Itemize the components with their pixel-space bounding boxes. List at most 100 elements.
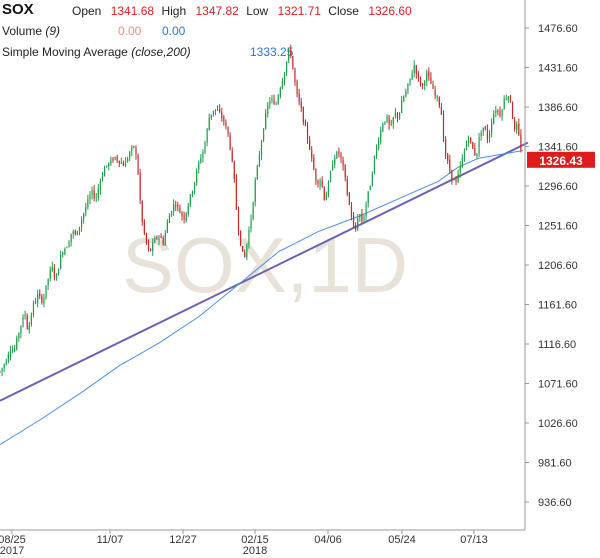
candle-body — [55, 274, 58, 277]
candle-body — [60, 254, 62, 269]
low-value: 1321.71 — [277, 4, 321, 18]
candle-body — [409, 78, 411, 83]
candle-body — [162, 238, 164, 245]
x-tick-label: 08/25 — [0, 534, 26, 546]
candle-body — [118, 160, 120, 164]
candle-body — [474, 147, 476, 156]
sma-value: 1333.25 — [250, 45, 294, 59]
candle-body — [329, 171, 332, 182]
candle-body — [300, 101, 302, 109]
candle-body — [0, 371, 1, 373]
candle-body — [76, 231, 79, 235]
candle-body — [212, 110, 214, 115]
candle-body — [158, 236, 160, 240]
candle-body — [401, 101, 403, 114]
candle-body — [455, 180, 457, 182]
candle-body — [424, 81, 426, 86]
candle-body — [135, 148, 137, 155]
sma-label: Simple Moving Average — [2, 45, 128, 59]
candle-body — [196, 170, 198, 184]
watermark: SOX,1D — [122, 221, 408, 309]
candle-body — [258, 155, 261, 166]
volume-value-2: 0.00 — [162, 24, 186, 38]
candle-body — [114, 156, 116, 160]
candle-body — [70, 233, 72, 243]
candle-body — [91, 189, 93, 196]
candle-body — [357, 218, 359, 230]
candle-body — [185, 212, 187, 222]
volume-param: (9) — [45, 24, 61, 38]
candle-body — [355, 226, 357, 230]
candle-body — [145, 233, 148, 244]
candle-body — [375, 147, 378, 157]
y-tick-label: 1431.60 — [538, 63, 578, 75]
candle-body — [187, 205, 189, 214]
y-tick-label: 1296.60 — [538, 181, 578, 193]
candle-body — [57, 268, 60, 276]
candle-body — [436, 95, 438, 97]
candle-body — [66, 247, 68, 249]
candle-body — [237, 210, 240, 231]
candle-body — [16, 337, 18, 350]
candle-body — [262, 129, 265, 141]
candle-body — [390, 124, 392, 126]
candle-body — [440, 106, 443, 115]
y-tick-label: 1161.60 — [538, 300, 577, 312]
low-label: Low — [246, 4, 269, 18]
sma-group — [0, 150, 524, 446]
candle-body — [279, 87, 281, 97]
sma-param: (close,200) — [131, 45, 191, 59]
candle-body — [365, 203, 367, 217]
candle-body — [273, 99, 275, 105]
candle-body — [386, 116, 388, 123]
candle-body — [476, 153, 478, 156]
candle-body — [298, 93, 300, 102]
candle-body — [154, 237, 156, 243]
candle-body — [378, 141, 380, 148]
candle-body — [419, 77, 422, 85]
candle-body — [501, 109, 503, 117]
candle-body — [269, 101, 271, 105]
candle-body — [352, 215, 355, 228]
candle-body — [332, 164, 334, 171]
candle-body — [457, 173, 459, 182]
candle-body — [491, 122, 493, 134]
x-tick-year: 2017 — [0, 545, 24, 557]
candle-body — [41, 295, 43, 303]
volume-label: Volume — [2, 24, 43, 38]
candle-body — [62, 252, 64, 255]
candle-body — [22, 316, 24, 327]
candle-body — [233, 161, 235, 179]
candle-body — [277, 95, 279, 104]
candle-body — [327, 181, 330, 196]
x-tick-label: 07/13 — [460, 534, 488, 546]
trendline-group — [0, 141, 529, 402]
candle-body — [120, 162, 122, 164]
candle-body — [421, 83, 424, 86]
candle-body — [346, 178, 348, 195]
candle-body — [413, 65, 415, 73]
candle-body — [505, 98, 507, 100]
candle-body — [110, 159, 112, 164]
candle-body — [286, 61, 288, 73]
candle-body — [497, 110, 499, 112]
candle-body — [470, 137, 472, 142]
candle-body — [484, 126, 486, 130]
candle-body — [168, 215, 171, 223]
candle-body — [486, 129, 489, 140]
candle-body — [503, 98, 505, 110]
candle-body — [472, 142, 474, 149]
candle-body — [133, 146, 135, 148]
candle-body — [296, 81, 298, 94]
candle-body — [311, 150, 313, 158]
candle-body — [516, 124, 518, 130]
candle-body — [131, 147, 133, 152]
y-tick-label: 1206.60 — [538, 260, 578, 272]
candle-body — [3, 364, 5, 368]
y-tick-label: 1251.60 — [538, 221, 578, 233]
x-tick-label: 05/24 — [388, 534, 416, 546]
candle-body — [206, 129, 208, 143]
candle-body — [294, 68, 296, 82]
candle-body — [20, 325, 22, 334]
